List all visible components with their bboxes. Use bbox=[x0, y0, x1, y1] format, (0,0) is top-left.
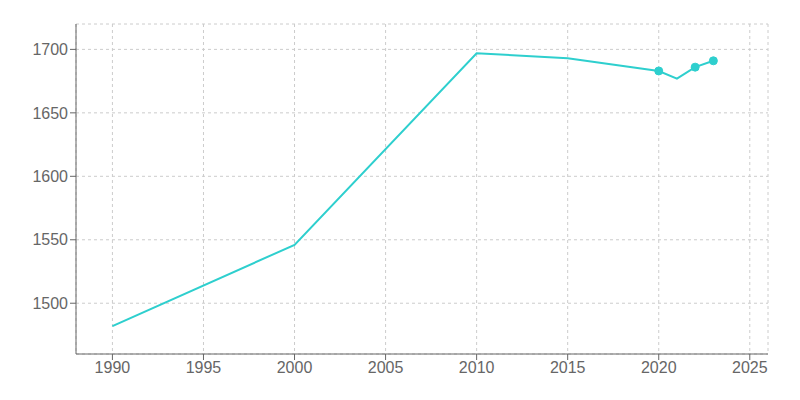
svg-text:2025: 2025 bbox=[732, 359, 768, 376]
svg-text:2010: 2010 bbox=[459, 359, 495, 376]
svg-text:2020: 2020 bbox=[641, 359, 677, 376]
svg-text:1995: 1995 bbox=[186, 359, 222, 376]
svg-text:1700: 1700 bbox=[32, 41, 68, 58]
svg-text:1650: 1650 bbox=[32, 105, 68, 122]
svg-text:1990: 1990 bbox=[95, 359, 131, 376]
svg-text:2000: 2000 bbox=[277, 359, 313, 376]
svg-text:2015: 2015 bbox=[550, 359, 586, 376]
svg-text:1550: 1550 bbox=[32, 231, 68, 248]
svg-text:1600: 1600 bbox=[32, 168, 68, 185]
svg-text:2005: 2005 bbox=[368, 359, 404, 376]
svg-text:1500: 1500 bbox=[32, 295, 68, 312]
